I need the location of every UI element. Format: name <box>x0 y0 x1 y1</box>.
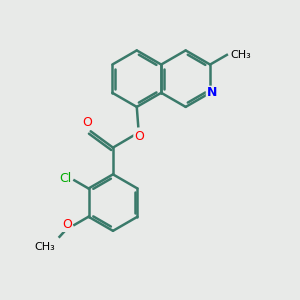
Text: O: O <box>134 130 144 143</box>
Text: CH₃: CH₃ <box>230 50 251 60</box>
Text: O: O <box>62 218 72 231</box>
Text: Cl: Cl <box>60 172 72 185</box>
Text: O: O <box>82 116 92 129</box>
Text: N: N <box>206 86 217 99</box>
Text: CH₃: CH₃ <box>34 242 55 252</box>
